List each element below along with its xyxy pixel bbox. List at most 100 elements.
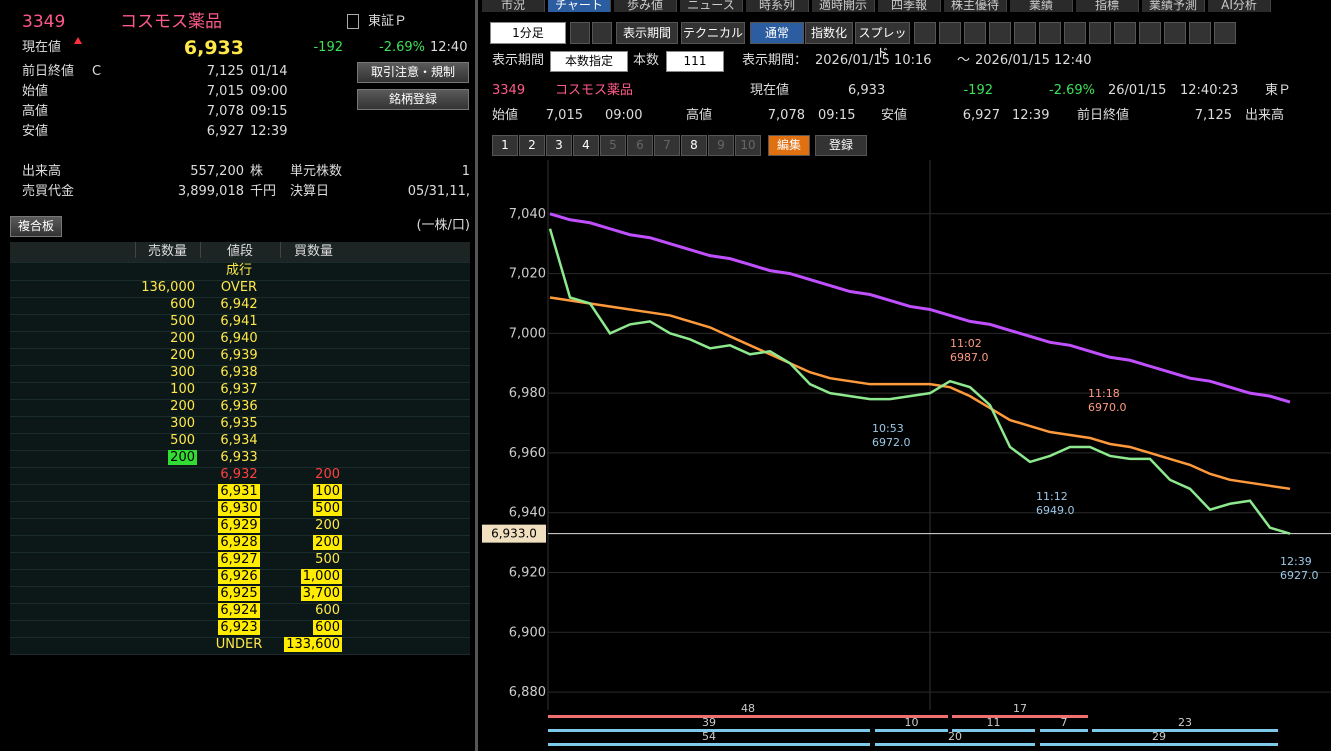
text: 12:39 (1012, 108, 1050, 123)
button[interactable]: 1 (492, 135, 518, 156)
value: 300 (170, 416, 195, 431)
tab[interactable]: AI分析 (1208, 0, 1271, 12)
text: 高値 (686, 108, 713, 123)
value: 600 (315, 603, 340, 618)
cell-buy: 133,600 (280, 637, 342, 653)
tab[interactable]: 業績 (1010, 0, 1073, 12)
tab[interactable]: 時系列 (746, 0, 809, 12)
value: 500 (315, 552, 340, 567)
button[interactable]: 2 (519, 135, 545, 156)
tool-icon[interactable] (1114, 22, 1136, 44)
divider (475, 0, 478, 751)
board-row: 136,000 OVER (10, 280, 470, 298)
button[interactable]: 6 (627, 135, 653, 156)
cell-buy: 200 (280, 467, 342, 483)
board-row: 6,928 200 (10, 535, 470, 553)
value: 6,924 (218, 603, 260, 618)
band-label: 29 (1152, 730, 1166, 743)
text: 3349 (22, 12, 66, 32)
text: 3349 (492, 83, 526, 98)
cell-price: 6,933 (200, 450, 278, 466)
select[interactable]: 1分足 (490, 22, 566, 44)
value: 200 (170, 331, 195, 346)
cell-price: 6,930 (200, 501, 278, 517)
cell-price: UNDER (200, 637, 278, 653)
cell-buy: 200 (280, 518, 342, 534)
input[interactable]: 111 (666, 51, 724, 72)
band (875, 729, 948, 732)
tool-icon[interactable] (1189, 22, 1211, 44)
button[interactable]: 編集 (768, 135, 810, 156)
board-row: 500 6,941 (10, 314, 470, 332)
tab[interactable]: 指標 (1076, 0, 1139, 12)
button[interactable]: 3 (546, 135, 572, 156)
tool-icon[interactable] (1214, 22, 1236, 44)
value: 200 (313, 535, 342, 550)
tab[interactable]: ニュース (680, 0, 743, 12)
tool-icon[interactable] (1039, 22, 1061, 44)
tool-icon[interactable] (939, 22, 961, 44)
text: 7,015 (206, 84, 244, 99)
text: 05/31,11, (407, 184, 470, 199)
text: 09:00 (605, 108, 643, 123)
cell-price: OVER (200, 280, 278, 296)
tool-icon[interactable] (1064, 22, 1086, 44)
tool-icon[interactable] (914, 22, 936, 44)
button[interactable]: 指数化 (805, 22, 853, 44)
tool-icon[interactable] (964, 22, 986, 44)
button[interactable]: 通常 (750, 22, 804, 44)
board-row: UNDER 133,600 (10, 637, 470, 655)
value: 600 (170, 297, 195, 312)
board-row: 300 6,938 (10, 365, 470, 383)
tab[interactable]: 業績予測 (1142, 0, 1205, 12)
button[interactable]: スプレッド (855, 22, 910, 60)
text: 前日終値 (1077, 108, 1130, 123)
tab[interactable]: チャート (548, 0, 611, 12)
value: 6,932 (220, 467, 258, 482)
button[interactable]: 8 (681, 135, 707, 156)
board-row: 600 6,942 (10, 297, 470, 315)
tab[interactable]: 四季報 (878, 0, 941, 12)
value: 成行 (225, 263, 252, 278)
button[interactable]: テクニカル (681, 22, 745, 44)
tab[interactable]: 市況 (482, 0, 545, 12)
button[interactable]: 表示期間 (616, 22, 678, 44)
value: 6,936 (220, 399, 258, 414)
button[interactable]: 7 (654, 135, 680, 156)
cell-price: 成行 (200, 263, 278, 279)
button[interactable]: 銘柄登録 (357, 89, 469, 110)
cell-sell: 500 (135, 314, 197, 330)
button[interactable]: 登録 (815, 135, 867, 156)
text: 本数 (633, 53, 660, 68)
next-button[interactable] (592, 22, 612, 44)
board-row: 6,932 200 (10, 467, 470, 485)
cell-price: 6,931 (200, 484, 278, 500)
tab[interactable]: 株主優待 (944, 0, 1007, 12)
prev-button[interactable] (570, 22, 590, 44)
select[interactable]: 本数指定 (550, 51, 628, 72)
cell-buy: 500 (280, 552, 342, 568)
button[interactable]: 複合板 (10, 216, 62, 237)
text: 6,933 (848, 83, 886, 98)
tool-icon[interactable] (1139, 22, 1161, 44)
button[interactable]: 取引注意・規制 (357, 62, 469, 83)
value: 6,934 (220, 433, 258, 448)
tool-icon[interactable] (1014, 22, 1036, 44)
tab[interactable]: 適時開示 (812, 0, 875, 12)
button[interactable]: 9 (708, 135, 734, 156)
button[interactable]: 10 (735, 135, 761, 156)
board-row: 500 6,934 (10, 433, 470, 451)
value: 6,939 (220, 348, 258, 363)
tool-icon[interactable] (1089, 22, 1111, 44)
annotation-time: 11:12 (1036, 490, 1068, 503)
band (1040, 743, 1278, 746)
tab[interactable]: 歩み値 (614, 0, 677, 12)
cell-price: 6,927 (200, 552, 278, 568)
board-row: 6,925 3,700 (10, 586, 470, 604)
text: 12:40 (430, 40, 468, 55)
tool-icon[interactable] (1164, 22, 1186, 44)
tool-icon[interactable] (989, 22, 1011, 44)
button[interactable]: 5 (600, 135, 626, 156)
icon (347, 14, 359, 29)
button[interactable]: 4 (573, 135, 599, 156)
